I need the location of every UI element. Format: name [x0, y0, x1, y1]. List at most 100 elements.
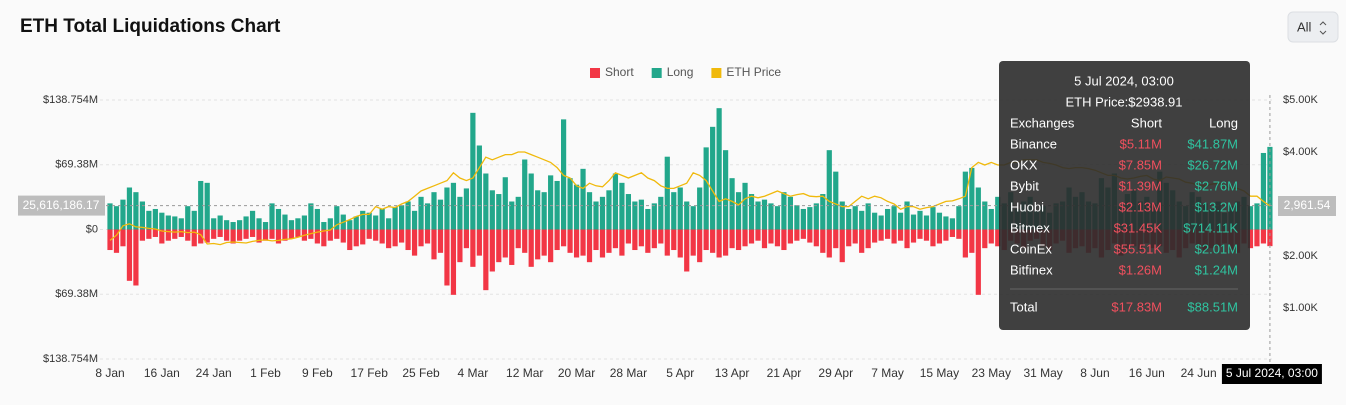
bar [969, 229, 975, 253]
bar [846, 208, 852, 230]
y2-tick-label: $5.00K [1283, 94, 1319, 106]
x-tick-label: 8 Jun [1080, 366, 1109, 380]
x-tick-label: 5 Apr [666, 366, 694, 380]
bar [612, 173, 619, 230]
bar [612, 229, 619, 249]
bar [476, 145, 482, 230]
x-tick-label: 15 May [920, 366, 959, 380]
bar [126, 187, 133, 230]
bar [548, 175, 554, 230]
bar [839, 201, 845, 230]
bar [347, 220, 353, 230]
bar [353, 216, 359, 230]
range-select[interactable] [1287, 11, 1339, 43]
bar [658, 229, 664, 244]
bar [373, 229, 379, 241]
bar [677, 229, 683, 258]
bar [800, 208, 806, 230]
bar [399, 229, 405, 243]
bar [373, 215, 379, 230]
x-tick-label: 5 Jul 2024, 03:00 [1226, 366, 1318, 380]
bar [165, 229, 171, 241]
legend-swatch [711, 68, 722, 78]
bar [269, 203, 275, 230]
tooltip-cell: $41.87M [1187, 136, 1238, 151]
bar [528, 229, 534, 267]
bar [113, 206, 120, 230]
bar [982, 201, 988, 230]
bar [450, 229, 457, 295]
bar [237, 220, 243, 230]
bar [411, 229, 418, 256]
bar [126, 229, 133, 281]
tooltip-cell: $1.39M [1119, 178, 1162, 193]
bar [975, 229, 981, 295]
bar [787, 196, 793, 230]
bar [580, 229, 586, 256]
bar [561, 229, 567, 247]
bar [755, 229, 761, 241]
bar [191, 210, 197, 230]
bar [1260, 152, 1267, 230]
bar [314, 229, 320, 244]
x-tick-label: 16 Jan [144, 366, 180, 380]
bar [483, 173, 489, 230]
bar [813, 203, 819, 230]
bar [152, 229, 158, 237]
tooltip-box [999, 61, 1250, 330]
tooltip-cell: OKX [1010, 157, 1038, 172]
bar [172, 229, 178, 239]
tooltip-header: Exchanges [1010, 115, 1075, 130]
bar [424, 203, 431, 230]
bar [891, 206, 897, 230]
bar [509, 201, 515, 230]
bar [204, 182, 210, 230]
bar [748, 229, 755, 244]
bar [437, 199, 444, 230]
bar [133, 229, 139, 286]
x-tick-label: 20 Mar [558, 366, 595, 380]
bar [327, 218, 333, 230]
bar [262, 229, 269, 241]
bar [165, 215, 171, 230]
bar [599, 229, 606, 258]
bar [256, 229, 262, 243]
bar [716, 229, 722, 258]
bar [787, 229, 793, 244]
bar [658, 196, 664, 230]
bar [872, 212, 878, 230]
bar [230, 229, 236, 244]
bar [463, 229, 469, 249]
y2-tick-label: $2.00K [1283, 250, 1319, 262]
bar [761, 229, 768, 249]
bar [178, 229, 184, 237]
bar [807, 229, 813, 243]
bar [878, 215, 884, 230]
bar [690, 206, 696, 230]
x-tick-label: 12 Mar [506, 366, 543, 380]
bar [470, 112, 476, 230]
y2-tick-label: $4.00K [1283, 146, 1319, 158]
bar [489, 190, 495, 230]
bar [405, 201, 411, 230]
bar [606, 229, 612, 253]
chevron [1319, 21, 1327, 35]
bar [522, 159, 528, 230]
bar [865, 229, 871, 249]
tooltip-title: 5 Jul 2024, 03:00 [1074, 73, 1174, 88]
bar [198, 229, 204, 244]
x-tick-label: 24 Jan [196, 366, 232, 380]
bar [295, 229, 301, 237]
bar [716, 108, 722, 230]
bar [586, 229, 593, 263]
bar [353, 229, 359, 247]
bar [930, 229, 936, 247]
bar [677, 187, 683, 230]
bar [723, 229, 729, 256]
bar [424, 229, 431, 244]
y2-tick-label: $1.00K [1283, 302, 1319, 314]
bar [411, 210, 418, 230]
tooltip-cell: $55.51K [1114, 241, 1163, 256]
tooltip-total: $88.51M [1187, 299, 1238, 314]
bar [327, 229, 333, 241]
